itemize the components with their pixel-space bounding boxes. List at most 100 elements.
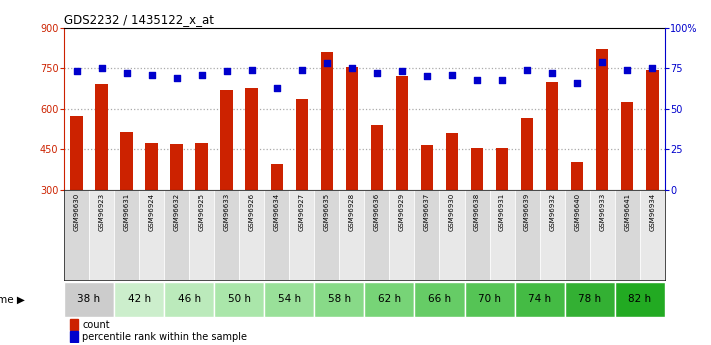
Text: percentile rank within the sample: percentile rank within the sample	[82, 332, 247, 342]
Bar	[565, 282, 615, 317]
Bar	[196, 142, 208, 190]
Text: 74 h: 74 h	[528, 294, 551, 304]
Bar	[214, 282, 264, 317]
Bar	[70, 319, 77, 331]
Bar	[471, 148, 483, 190]
Bar	[289, 190, 314, 280]
Point	[171, 75, 182, 81]
Bar	[415, 282, 464, 317]
Point	[296, 67, 307, 72]
Bar	[464, 190, 490, 280]
Text: GSM96930: GSM96930	[449, 193, 455, 231]
Bar	[490, 190, 515, 280]
Bar	[270, 164, 283, 190]
Bar	[164, 282, 214, 317]
Point	[246, 67, 257, 72]
Text: GSM96633: GSM96633	[224, 193, 230, 231]
Text: time ▶: time ▶	[0, 294, 25, 304]
Text: GSM96635: GSM96635	[324, 193, 330, 231]
Text: GSM96634: GSM96634	[274, 193, 279, 231]
Bar	[365, 282, 415, 317]
Point	[547, 70, 558, 76]
Text: GSM96929: GSM96929	[399, 193, 405, 231]
Point	[371, 70, 383, 76]
Point	[597, 59, 608, 65]
Text: GSM96923: GSM96923	[99, 193, 105, 231]
Text: GSM96931: GSM96931	[499, 193, 505, 231]
Text: 38 h: 38 h	[77, 294, 100, 304]
Point	[346, 66, 358, 71]
Text: 70 h: 70 h	[478, 294, 501, 304]
Text: GSM96632: GSM96632	[173, 193, 180, 231]
Text: GSM96639: GSM96639	[524, 193, 530, 231]
Bar	[171, 144, 183, 190]
Bar	[220, 90, 233, 190]
Bar	[540, 190, 565, 280]
Text: 78 h: 78 h	[578, 294, 602, 304]
Point	[146, 72, 157, 77]
Text: GSM96641: GSM96641	[624, 193, 630, 231]
Bar	[464, 282, 515, 317]
Point	[96, 66, 107, 71]
Bar	[596, 49, 609, 190]
Bar	[95, 85, 108, 190]
Text: count: count	[82, 320, 109, 330]
Bar	[321, 52, 333, 190]
Bar	[640, 190, 665, 280]
Text: 46 h: 46 h	[178, 294, 201, 304]
Point	[447, 72, 458, 77]
Bar	[339, 190, 364, 280]
Text: 62 h: 62 h	[378, 294, 401, 304]
Text: GSM96926: GSM96926	[249, 193, 255, 231]
Bar	[396, 76, 408, 190]
Point	[572, 80, 583, 86]
Bar	[615, 190, 640, 280]
Point	[71, 69, 82, 74]
Bar	[139, 190, 164, 280]
Bar	[390, 190, 415, 280]
Text: GSM96925: GSM96925	[198, 193, 205, 231]
Text: GSM96636: GSM96636	[374, 193, 380, 231]
Text: GSM96927: GSM96927	[299, 193, 305, 231]
Text: GDS2232 / 1435122_x_at: GDS2232 / 1435122_x_at	[64, 13, 214, 27]
Bar	[264, 190, 289, 280]
Bar	[546, 82, 558, 190]
Bar	[621, 102, 634, 190]
Point	[221, 69, 232, 74]
Bar	[164, 190, 189, 280]
Point	[496, 77, 508, 82]
Bar	[296, 99, 308, 190]
Bar	[64, 190, 89, 280]
Bar	[571, 161, 584, 190]
Point	[121, 70, 132, 76]
Text: GSM96630: GSM96630	[73, 193, 80, 231]
Point	[396, 69, 407, 74]
Bar	[314, 190, 339, 280]
Bar	[214, 190, 239, 280]
Text: GSM96631: GSM96631	[124, 193, 129, 231]
Text: 50 h: 50 h	[228, 294, 251, 304]
Text: 58 h: 58 h	[328, 294, 351, 304]
Point	[271, 85, 282, 90]
Point	[321, 61, 333, 66]
Bar	[346, 67, 358, 190]
Bar	[521, 118, 533, 190]
Bar	[89, 190, 114, 280]
Bar	[70, 116, 82, 190]
Text: 42 h: 42 h	[127, 294, 151, 304]
Bar	[64, 282, 114, 317]
Text: GSM96924: GSM96924	[149, 193, 154, 231]
Bar	[365, 190, 390, 280]
Bar	[515, 190, 540, 280]
Point	[646, 66, 658, 71]
Text: 66 h: 66 h	[428, 294, 451, 304]
Bar	[245, 88, 258, 190]
Bar	[515, 282, 565, 317]
Bar	[120, 132, 133, 190]
Bar	[565, 190, 589, 280]
Bar	[370, 125, 383, 190]
Bar	[439, 190, 464, 280]
Bar	[264, 282, 314, 317]
Bar	[496, 148, 508, 190]
Point	[471, 77, 483, 82]
